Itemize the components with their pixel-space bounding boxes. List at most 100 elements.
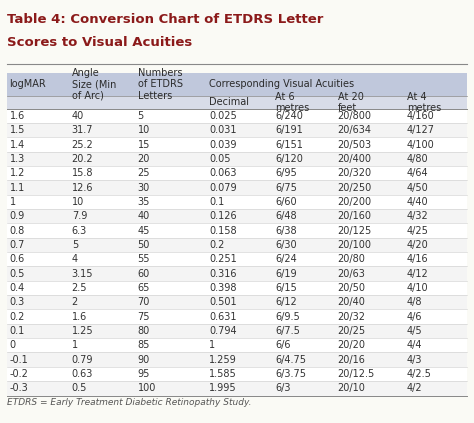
Text: 4/127: 4/127 <box>407 125 435 135</box>
Text: 4/64: 4/64 <box>407 168 428 178</box>
Text: 4/40: 4/40 <box>407 197 428 207</box>
Text: 100: 100 <box>137 383 156 393</box>
Text: 1: 1 <box>9 197 16 207</box>
Text: Corresponding Visual Acuities: Corresponding Visual Acuities <box>210 80 355 89</box>
Text: 20/40: 20/40 <box>337 297 365 307</box>
Text: Table 4: Conversion Chart of ETDRS Letter: Table 4: Conversion Chart of ETDRS Lette… <box>7 13 323 26</box>
Text: 0.05: 0.05 <box>210 154 231 164</box>
Text: -0.3: -0.3 <box>9 383 28 393</box>
Text: 4/5: 4/5 <box>407 326 423 336</box>
Text: 0.5: 0.5 <box>72 383 87 393</box>
Text: 0.398: 0.398 <box>210 283 237 293</box>
Bar <box>7 123 467 137</box>
Text: 20/125: 20/125 <box>337 225 372 236</box>
Text: 20/100: 20/100 <box>337 240 372 250</box>
Text: 0.9: 0.9 <box>9 211 25 221</box>
Text: 0.251: 0.251 <box>210 254 237 264</box>
Bar <box>7 96 467 109</box>
Text: 5: 5 <box>72 240 78 250</box>
Text: 6/15: 6/15 <box>275 283 297 293</box>
Text: 0.079: 0.079 <box>210 183 237 192</box>
Bar <box>7 295 467 310</box>
Text: 4/2: 4/2 <box>407 383 423 393</box>
Bar <box>7 109 467 123</box>
Text: 20: 20 <box>137 154 150 164</box>
Text: 6/3: 6/3 <box>275 383 291 393</box>
Text: Numbers
of ETDRS
Letters: Numbers of ETDRS Letters <box>137 68 182 101</box>
Text: 6/75: 6/75 <box>275 183 297 192</box>
Text: 20/634: 20/634 <box>337 125 372 135</box>
Text: 6/6: 6/6 <box>275 341 291 350</box>
Text: 0.1: 0.1 <box>210 197 225 207</box>
Text: 20/400: 20/400 <box>337 154 372 164</box>
Text: 40: 40 <box>137 211 150 221</box>
Text: 20.2: 20.2 <box>72 154 93 164</box>
Text: 0.1: 0.1 <box>9 326 25 336</box>
Text: 20/16: 20/16 <box>337 354 365 365</box>
Text: 4/2.5: 4/2.5 <box>407 369 432 379</box>
Text: 4/50: 4/50 <box>407 183 429 192</box>
Text: 20/503: 20/503 <box>337 140 372 150</box>
Text: 1.6: 1.6 <box>72 312 87 321</box>
Text: 6/3.75: 6/3.75 <box>275 369 306 379</box>
Text: 45: 45 <box>137 225 150 236</box>
Text: 0.501: 0.501 <box>210 297 237 307</box>
Text: 6/60: 6/60 <box>275 197 297 207</box>
Text: 0.63: 0.63 <box>72 369 93 379</box>
Text: 0.031: 0.031 <box>210 125 237 135</box>
Text: 1.2: 1.2 <box>9 168 25 178</box>
Text: 4/32: 4/32 <box>407 211 429 221</box>
Text: 6/38: 6/38 <box>275 225 297 236</box>
Text: 20/80: 20/80 <box>337 254 365 264</box>
Text: 4/20: 4/20 <box>407 240 429 250</box>
Text: logMAR: logMAR <box>9 80 46 89</box>
Text: 0.126: 0.126 <box>210 211 237 221</box>
Text: 20/63: 20/63 <box>337 269 365 279</box>
Text: 5: 5 <box>137 111 144 121</box>
Text: 6/151: 6/151 <box>275 140 303 150</box>
Text: 1: 1 <box>72 341 78 350</box>
Bar <box>7 381 467 396</box>
Bar <box>7 166 467 181</box>
Text: 2.5: 2.5 <box>72 283 87 293</box>
Text: 20/12.5: 20/12.5 <box>337 369 375 379</box>
Text: 20/32: 20/32 <box>337 312 365 321</box>
Text: 1.1: 1.1 <box>9 183 25 192</box>
Text: 0.063: 0.063 <box>210 168 237 178</box>
Bar <box>7 266 467 281</box>
Text: 4/12: 4/12 <box>407 269 429 279</box>
Bar <box>7 281 467 295</box>
Text: 0.7: 0.7 <box>9 240 25 250</box>
Text: Angle
Size (Min
of Arc): Angle Size (Min of Arc) <box>72 68 116 101</box>
Text: 10: 10 <box>137 125 150 135</box>
Text: 90: 90 <box>137 354 150 365</box>
Text: 6/191: 6/191 <box>275 125 303 135</box>
Text: 0.631: 0.631 <box>210 312 237 321</box>
Text: 6.3: 6.3 <box>72 225 87 236</box>
Text: 1.4: 1.4 <box>9 140 25 150</box>
Text: 4/16: 4/16 <box>407 254 428 264</box>
Text: 0.79: 0.79 <box>72 354 93 365</box>
Text: 6/120: 6/120 <box>275 154 303 164</box>
Text: 6/4.75: 6/4.75 <box>275 354 306 365</box>
Text: 0.2: 0.2 <box>9 312 25 321</box>
Bar <box>7 352 467 367</box>
Text: 20/800: 20/800 <box>337 111 372 121</box>
Text: 20/250: 20/250 <box>337 183 372 192</box>
Text: 0.316: 0.316 <box>210 269 237 279</box>
Text: 20/160: 20/160 <box>337 211 372 221</box>
Bar <box>7 223 467 238</box>
Text: 6/95: 6/95 <box>275 168 297 178</box>
Text: 7.9: 7.9 <box>72 211 87 221</box>
Text: 4/10: 4/10 <box>407 283 428 293</box>
Text: 6/12: 6/12 <box>275 297 297 307</box>
Text: 80: 80 <box>137 326 150 336</box>
Bar <box>7 73 467 96</box>
Text: At 4
metres: At 4 metres <box>407 91 441 113</box>
Text: 75: 75 <box>137 312 150 321</box>
Text: -0.1: -0.1 <box>9 354 28 365</box>
Text: 30: 30 <box>137 183 150 192</box>
Text: 31.7: 31.7 <box>72 125 93 135</box>
Text: 0.2: 0.2 <box>210 240 225 250</box>
Text: 0.5: 0.5 <box>9 269 25 279</box>
